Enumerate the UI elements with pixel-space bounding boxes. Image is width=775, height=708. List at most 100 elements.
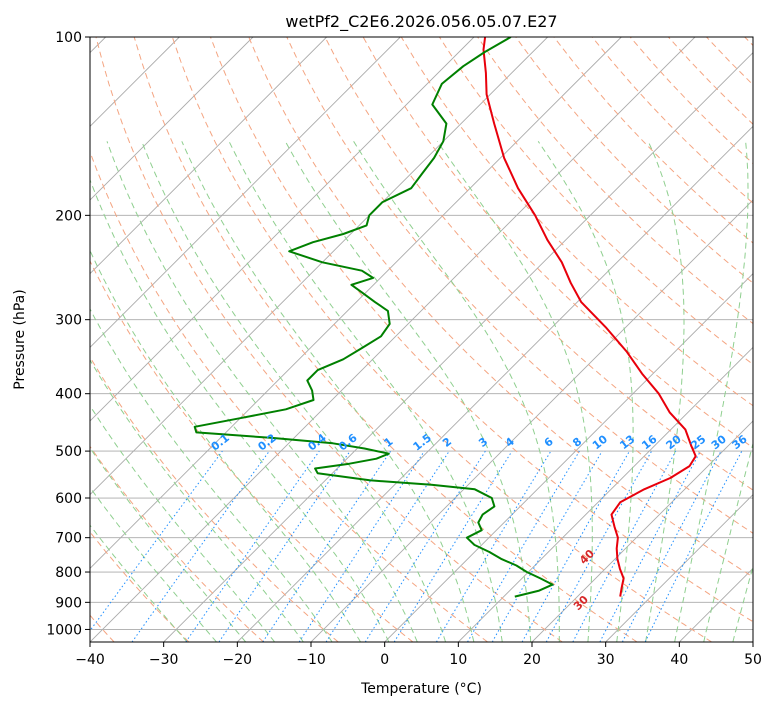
y-tick-label: 700 (55, 531, 82, 547)
mixing-ratio-line (521, 450, 630, 642)
mixing-ratio-line (185, 450, 320, 642)
moist-adiabat (90, 447, 247, 642)
mixing-ratio-line (545, 450, 653, 642)
dry-adiabat (90, 259, 414, 642)
dry-adiabat (324, 37, 753, 491)
mixing-ratio-label: 16 (639, 432, 659, 452)
mixing-ratio-lines (90, 450, 743, 642)
x-tick-label: 10 (449, 652, 467, 668)
dry-adiabat (90, 356, 339, 642)
y-tick-label: 300 (55, 313, 82, 329)
moist-adiabat (645, 141, 685, 642)
mixing-ratio-label: 20 (664, 432, 684, 452)
y-tick-label: 900 (55, 595, 82, 611)
x-tick-label: 30 (597, 652, 615, 668)
dry-adiabat-lines (90, 37, 753, 642)
y-axis: 100 200 300 400 500 600 700 800 900 1000 (46, 30, 90, 638)
moist-adiabat (90, 178, 390, 642)
moist-adiabat (284, 141, 532, 642)
y-axis-label: Pressure (hPa) (12, 289, 28, 389)
dry-adiabat (210, 37, 753, 623)
dry-adiabat (90, 150, 488, 642)
sounding-traces (193, 37, 697, 598)
isotherm-line (90, 37, 475, 422)
x-tick-label: −30 (149, 652, 179, 668)
dewpoint-trace (193, 37, 554, 598)
mixing-ratio-line (298, 450, 425, 642)
isotherm-line (90, 37, 327, 275)
moist-adiabat (436, 141, 593, 642)
mixing-ratio-line (325, 450, 450, 642)
dry-adiabat-label: 40 (577, 547, 597, 567)
isotherm-line (90, 37, 401, 348)
dry-adiabat (171, 37, 712, 642)
y-tick-label: 1000 (46, 622, 82, 638)
moist-adiabat (90, 486, 217, 642)
mixing-ratio-label: 0.2 (255, 431, 278, 453)
y-tick-label: 400 (55, 387, 82, 403)
moist-adiabat (674, 141, 749, 642)
dry-adiabat (248, 37, 753, 578)
moist-adiabat-lines (90, 141, 753, 642)
mixing-ratio-label: 13 (617, 433, 637, 453)
dry-adiabat (515, 37, 753, 284)
y-tick-label: 600 (55, 491, 82, 507)
mixing-ratio-line (90, 450, 223, 632)
dry-adiabat-label: 30 (571, 593, 591, 613)
moist-adiabat (181, 141, 475, 642)
isotherm-line (384, 273, 753, 642)
moist-adiabat (90, 308, 333, 642)
moist-adiabat (703, 441, 753, 642)
dry-adiabat (744, 37, 753, 47)
y-tick-label: 200 (55, 208, 82, 224)
x-axis: −40 −30 −20 −10 0 10 20 30 40 50 (75, 642, 762, 668)
mixing-ratio-label: 3 (476, 435, 490, 450)
dry-adiabat (706, 37, 753, 86)
dry-adiabat (668, 37, 753, 125)
x-tick-label: 20 (523, 652, 541, 668)
x-tick-label: −20 (223, 652, 253, 668)
mixing-ratio-line (218, 450, 351, 642)
mixing-ratio-line (644, 450, 743, 642)
moist-adiabat (228, 141, 503, 642)
dry-adiabat (90, 445, 264, 642)
moist-adiabat (353, 141, 560, 642)
mixing-ratio-label: 36 (730, 432, 750, 452)
x-axis-label: Temperature (°C) (360, 681, 482, 697)
x-tick-label: −10 (296, 652, 326, 668)
isotherm-line (531, 420, 753, 642)
moist-adiabat (141, 141, 447, 642)
mixing-ratio-label: 6 (542, 435, 556, 450)
isotherm-line (90, 37, 548, 496)
mixing-ratio-line (131, 450, 270, 642)
moist-adiabat (90, 524, 188, 642)
moist-adiabat (90, 358, 304, 642)
x-tick-label: 40 (670, 652, 688, 668)
x-tick-label: 50 (744, 652, 762, 668)
dry-adiabat (95, 37, 563, 642)
isotherm-line (310, 199, 753, 642)
x-tick-label: 0 (380, 652, 389, 668)
mixing-ratio-line (599, 450, 701, 642)
mixing-ratio-line (467, 450, 580, 642)
isotherm-line (237, 125, 753, 642)
isotherm-line (90, 37, 696, 642)
isotherm-line (752, 641, 753, 642)
moist-adiabat (106, 141, 418, 642)
moist-adiabat (90, 404, 276, 642)
moist-adiabat (90, 249, 362, 642)
mixing-ratio-label: 8 (570, 435, 584, 450)
dry-adiabat (90, 531, 190, 642)
isotherm-lines (90, 37, 753, 642)
mixing-ratio-label: 0.6 (336, 431, 360, 453)
mixing-ratio-line (364, 450, 486, 642)
y-tick-label: 100 (55, 30, 82, 46)
dry-adiabat (286, 37, 753, 534)
chart-title: wetPf2_C2E6.2026.056.05.07.E27 (285, 12, 557, 32)
isobar-gridlines (90, 37, 753, 630)
x-tick-label: −40 (75, 652, 105, 668)
y-tick-label: 800 (55, 565, 82, 581)
mixing-ratio-label: 30 (709, 432, 729, 452)
mixing-ratio-label: 1.5 (411, 431, 434, 453)
